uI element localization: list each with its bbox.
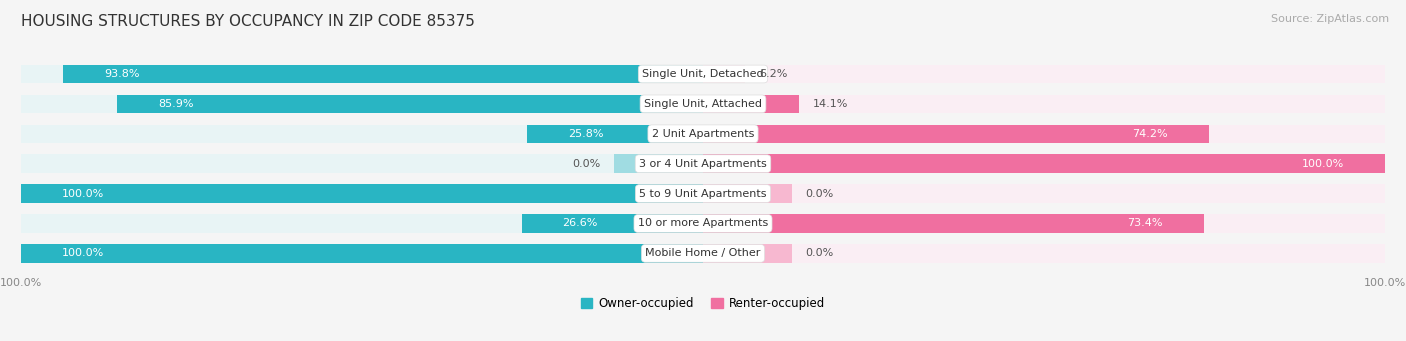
Bar [703, 94, 1385, 113]
Text: HOUSING STRUCTURES BY OCCUPANCY IN ZIP CODE 85375: HOUSING STRUCTURES BY OCCUPANCY IN ZIP C… [21, 14, 475, 29]
Text: 100.0%: 100.0% [62, 189, 104, 198]
Legend: Owner-occupied, Renter-occupied: Owner-occupied, Renter-occupied [576, 293, 830, 315]
Text: Single Unit, Attached: Single Unit, Attached [644, 99, 762, 109]
Text: 26.6%: 26.6% [562, 219, 598, 228]
Bar [63, 65, 703, 83]
Bar [703, 214, 1385, 233]
Bar [703, 65, 745, 83]
Bar [703, 94, 799, 113]
Text: Source: ZipAtlas.com: Source: ZipAtlas.com [1271, 14, 1389, 24]
Bar [703, 124, 1385, 143]
Bar [117, 94, 703, 113]
Text: 10 or more Apartments: 10 or more Apartments [638, 219, 768, 228]
Text: 14.1%: 14.1% [813, 99, 848, 109]
Text: Mobile Home / Other: Mobile Home / Other [645, 248, 761, 258]
Text: 73.4%: 73.4% [1128, 219, 1163, 228]
Bar [21, 214, 703, 233]
Bar [703, 65, 1385, 83]
Bar [21, 184, 703, 203]
Bar [703, 184, 792, 203]
Bar [703, 244, 1385, 263]
Bar [21, 94, 703, 113]
Bar [703, 124, 1209, 143]
Text: 6.2%: 6.2% [759, 69, 787, 79]
Bar [21, 184, 703, 203]
Bar [703, 214, 1204, 233]
Text: 3 or 4 Unit Apartments: 3 or 4 Unit Apartments [640, 159, 766, 169]
Text: 25.8%: 25.8% [568, 129, 603, 139]
Text: Single Unit, Detached: Single Unit, Detached [643, 69, 763, 79]
Bar [703, 154, 1385, 173]
Text: 0.0%: 0.0% [572, 159, 600, 169]
Text: 100.0%: 100.0% [1302, 159, 1344, 169]
Text: 85.9%: 85.9% [157, 99, 194, 109]
Bar [21, 65, 703, 83]
Bar [614, 154, 703, 173]
Bar [703, 184, 1385, 203]
Text: 74.2%: 74.2% [1132, 129, 1168, 139]
Bar [21, 154, 703, 173]
Bar [703, 244, 792, 263]
Bar [527, 124, 703, 143]
Bar [703, 154, 1385, 173]
Text: 5 to 9 Unit Apartments: 5 to 9 Unit Apartments [640, 189, 766, 198]
Text: 2 Unit Apartments: 2 Unit Apartments [652, 129, 754, 139]
Bar [21, 244, 703, 263]
Text: 100.0%: 100.0% [62, 248, 104, 258]
Bar [21, 124, 703, 143]
Text: 0.0%: 0.0% [806, 189, 834, 198]
Text: 0.0%: 0.0% [806, 248, 834, 258]
Bar [21, 244, 703, 263]
Bar [522, 214, 703, 233]
Text: 93.8%: 93.8% [104, 69, 139, 79]
